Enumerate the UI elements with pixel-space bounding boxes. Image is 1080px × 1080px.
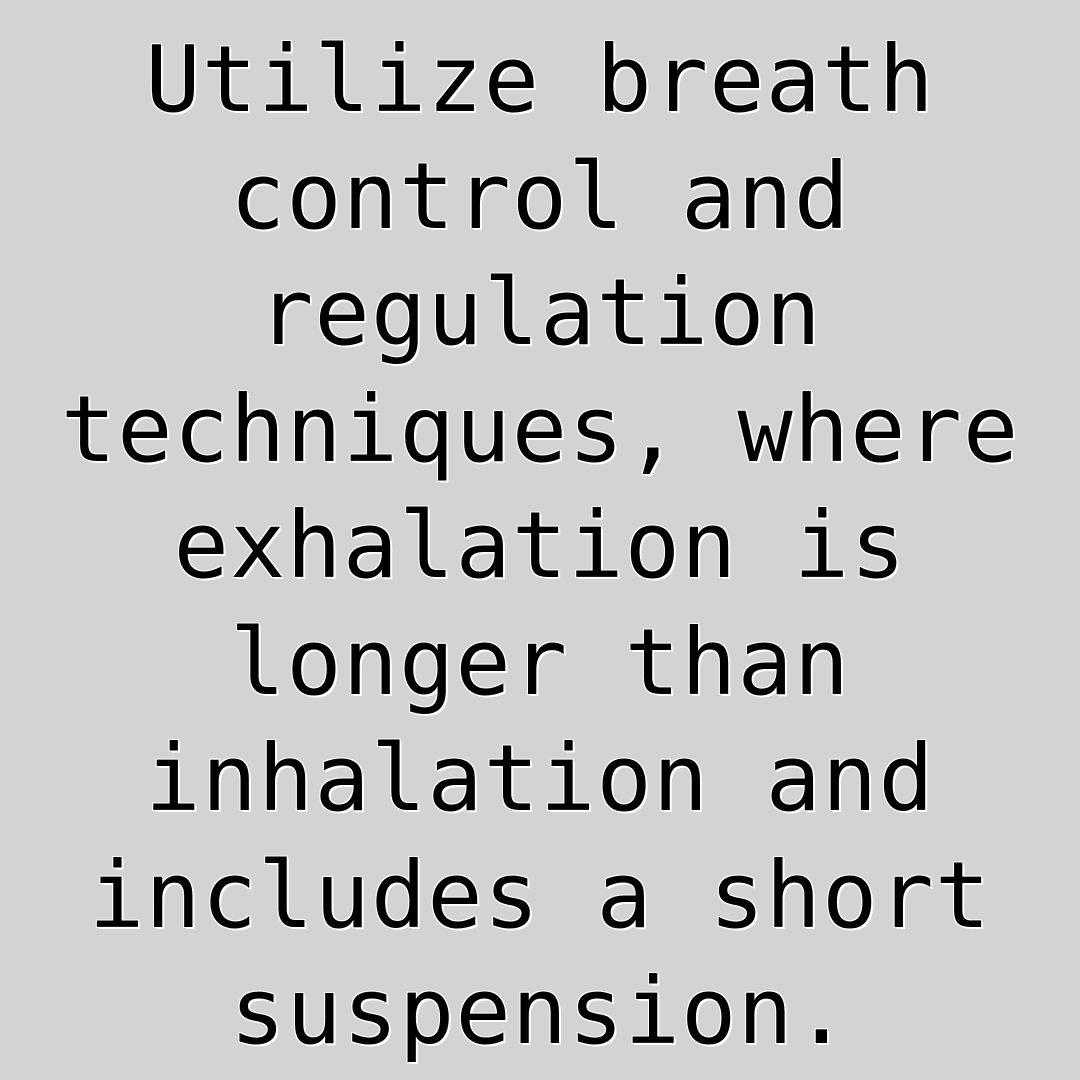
text-line: regulation (258, 259, 822, 366)
text-line: techniques, where (60, 375, 1020, 483)
text-line: inhalation and (145, 725, 935, 832)
text-line: exhalation is (173, 492, 907, 599)
text-line: control and (229, 142, 851, 250)
text-line: includes a short (88, 841, 992, 949)
text-line: Utilize breath (145, 26, 935, 133)
text-line: longer than (229, 608, 851, 716)
text-line: suspension. (229, 958, 851, 1065)
